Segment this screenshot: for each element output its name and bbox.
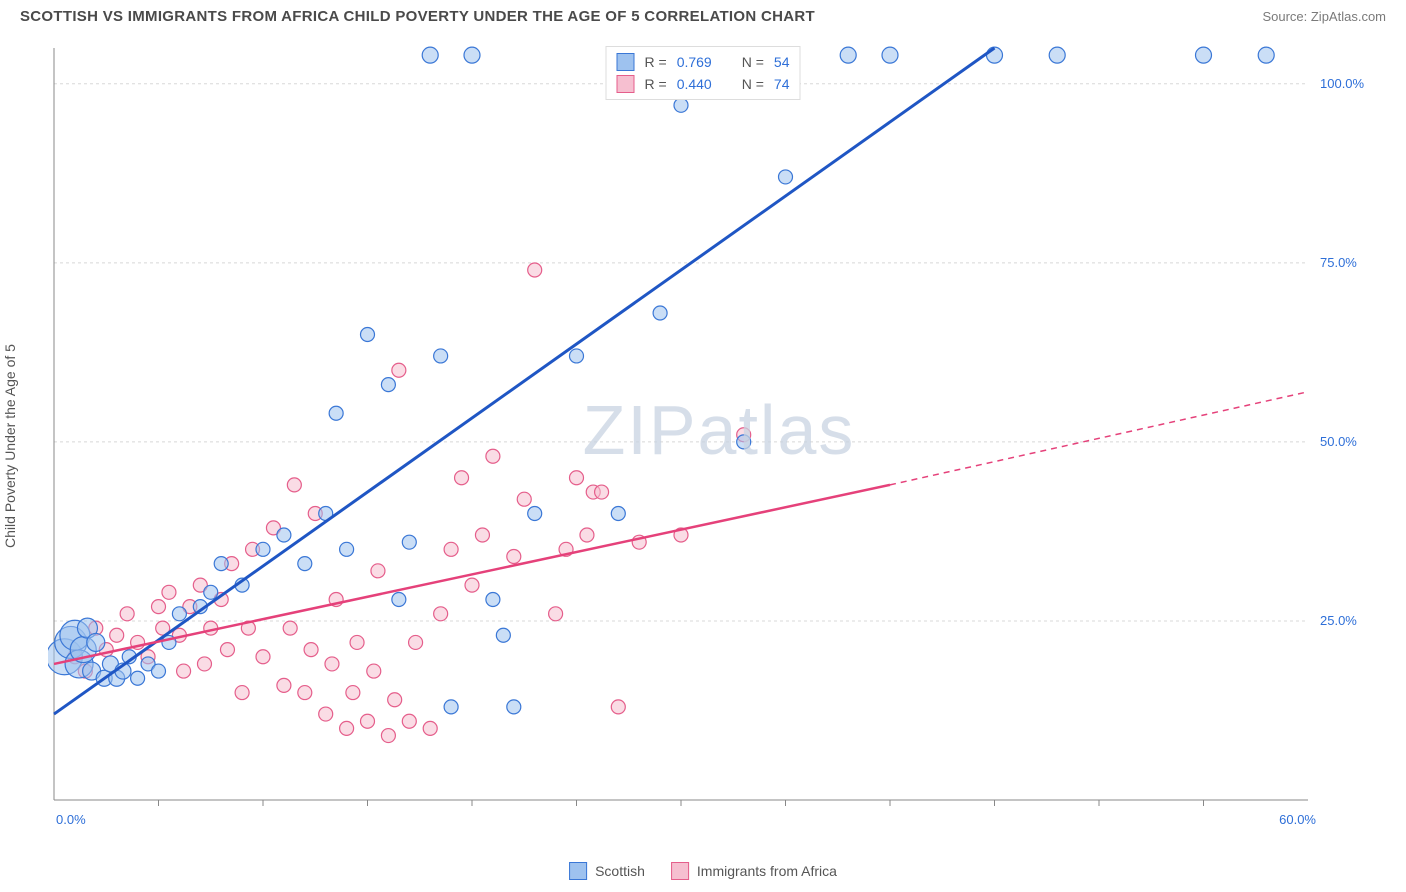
n-value: 54 [774, 54, 790, 70]
correlation-legend-row: R = 0.769 N = 54 [617, 51, 790, 73]
series-legend: Scottish Immigrants from Africa [569, 862, 837, 880]
chart-source: Source: ZipAtlas.com [1262, 9, 1386, 24]
correlation-legend-row: R = 0.440 N = 74 [617, 73, 790, 95]
svg-text:50.0%: 50.0% [1320, 434, 1357, 449]
series-legend-label: Scottish [595, 863, 645, 879]
n-label: N = [742, 76, 764, 92]
series-legend-label: Immigrants from Africa [697, 863, 837, 879]
correlation-legend: R = 0.769 N = 54 R = 0.440 N = 74 [606, 46, 801, 100]
n-label: N = [742, 54, 764, 70]
r-value: 0.440 [677, 76, 712, 92]
svg-text:25.0%: 25.0% [1320, 613, 1357, 628]
series-legend-item: Scottish [569, 862, 645, 880]
chart-svg: 25.0% 50.0% 75.0% 100.0% 0.0% 60.0% [48, 40, 1378, 830]
svg-text:100.0%: 100.0% [1320, 76, 1365, 91]
chart-title: SCOTTISH VS IMMIGRANTS FROM AFRICA CHILD… [20, 8, 815, 25]
n-value: 74 [774, 76, 790, 92]
svg-text:60.0%: 60.0% [1279, 812, 1316, 827]
legend-swatch [617, 75, 635, 93]
svg-text:75.0%: 75.0% [1320, 255, 1357, 270]
series-legend-item: Immigrants from Africa [671, 862, 837, 880]
r-label: R = [645, 76, 667, 92]
legend-swatch [671, 862, 689, 880]
chart-area: 25.0%50.0%75.0%100.0%0.0%60.0% ZIPatlas [48, 40, 1390, 852]
r-value: 0.769 [677, 54, 712, 70]
chart-header: SCOTTISH VS IMMIGRANTS FROM AFRICA CHILD… [0, 0, 1406, 31]
legend-swatch [617, 53, 635, 71]
r-label: R = [645, 54, 667, 70]
legend-swatch [569, 862, 587, 880]
y-axis-label: Child Poverty Under the Age of 5 [2, 344, 18, 548]
svg-text:0.0%: 0.0% [56, 812, 86, 827]
